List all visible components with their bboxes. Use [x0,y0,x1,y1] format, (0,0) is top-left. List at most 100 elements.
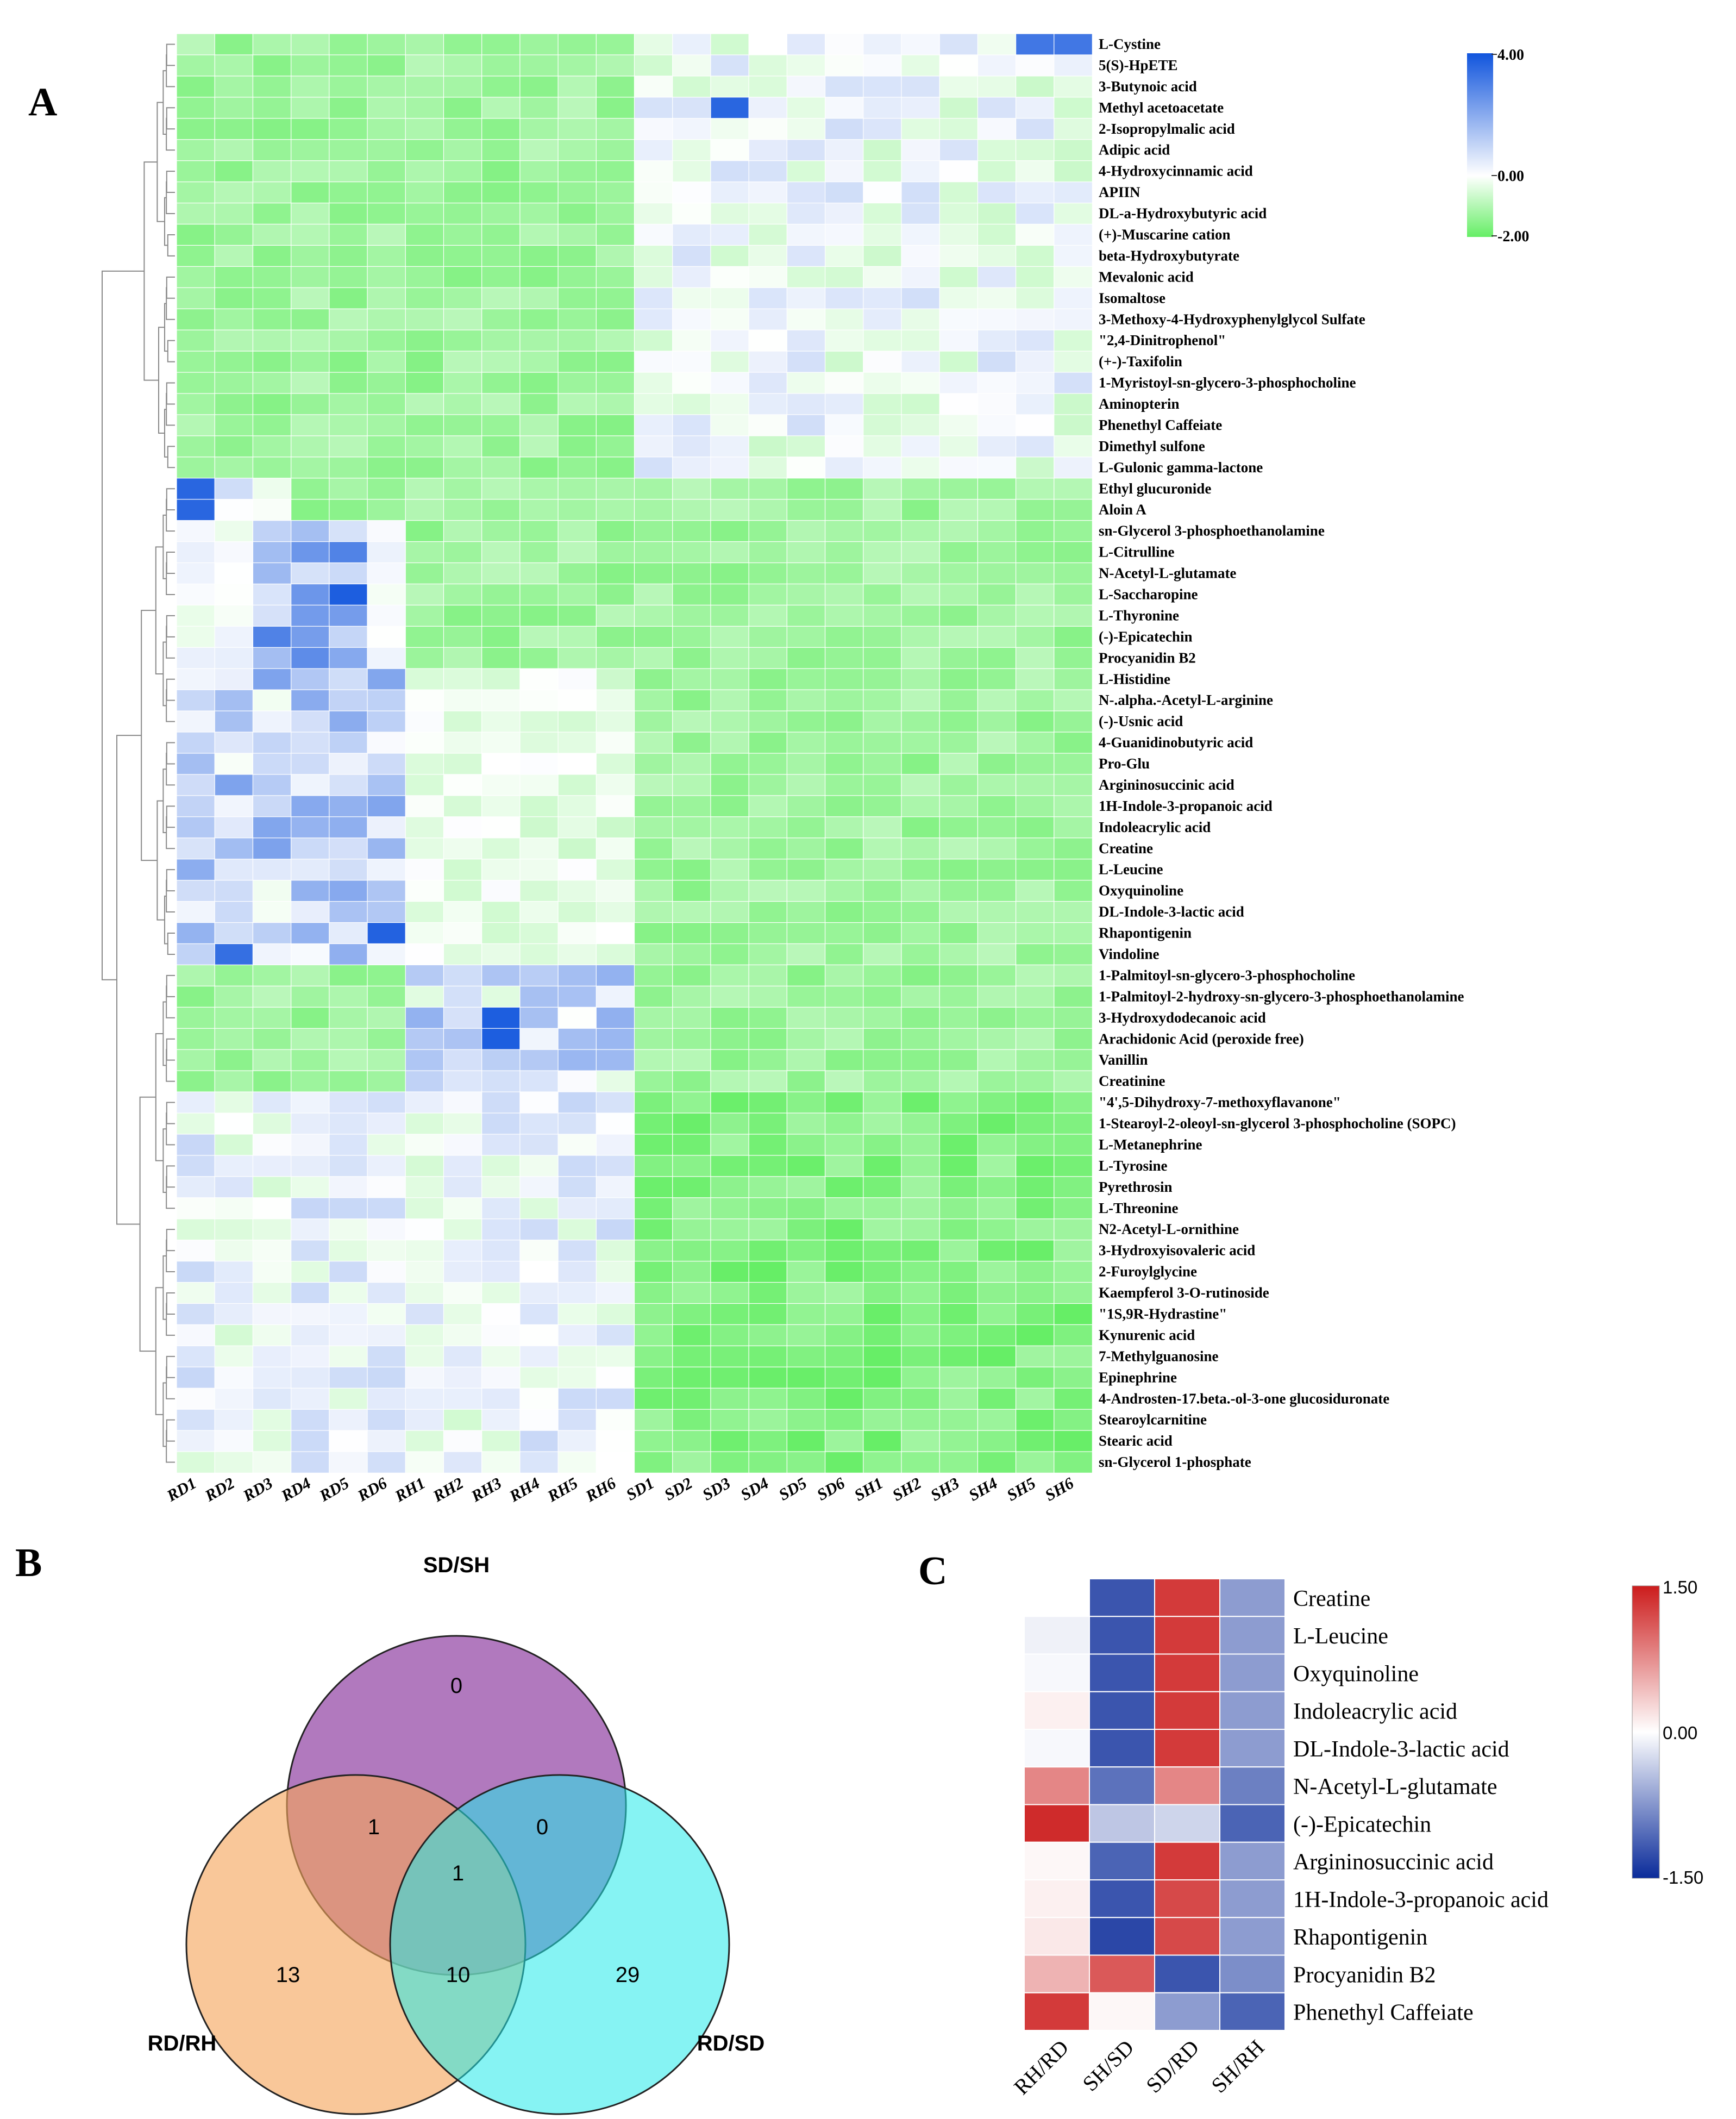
heatmap-a-cell [557,1387,597,1410]
heatmap-a-cell [672,1409,711,1432]
heatmap-a-cell [291,604,330,627]
heatmap-a-row-label: Pro-Glu [1099,755,1150,772]
heatmap-a-cell [977,372,1017,394]
heatmap-a-cell [748,604,788,627]
heatmap-a-cell [481,457,521,479]
heatmap-c-row-label: L-Leucine [1293,1624,1388,1649]
heatmap-c-cell [1154,1616,1220,1655]
heatmap-a-cell [863,985,902,1008]
heatmap-a-cell [672,54,711,77]
heatmap-a-cell [1015,1028,1055,1051]
heatmap-a-cell [596,1240,635,1262]
heatmap-a-column-label: SH6 [1042,1474,1077,1504]
heatmap-a-cell [786,181,826,204]
heatmap-a-cell [939,541,979,564]
heatmap-a-column-label: RH5 [544,1474,581,1505]
dendrogram-branch [166,1355,175,1378]
heatmap-a-cell [291,689,330,712]
heatmap-a-cell [1015,1387,1055,1410]
dendrogram-branch [166,974,175,997]
heatmap-a-cell [672,33,711,55]
heatmap-a-cell [672,1134,711,1156]
heatmap-a-cell [519,1303,559,1326]
heatmap-a-cell [672,901,711,923]
heatmap-a-cell [176,1007,216,1029]
heatmap-a-cell [710,351,750,373]
heatmap-a-cell [672,1218,711,1241]
heatmap-a-cell [291,1070,330,1093]
heatmap-a-cell [901,181,941,204]
heatmap-a-cell [901,816,941,839]
heatmap-a-cell [901,118,941,140]
heatmap-a-cell [405,1451,444,1474]
heatmap-a-cell [672,97,711,119]
heatmap-a-cell [443,1387,482,1410]
heatmap-c-legend-max: 1.50 [1663,1577,1697,1597]
heatmap-a-cell [634,1218,673,1241]
heatmap-a-cell [748,1366,788,1389]
heatmap-a-cell [1015,1303,1055,1326]
heatmap-a-cell [1015,689,1055,712]
heatmap-a-cell [252,181,292,204]
heatmap-c-cell [1219,1917,1286,1956]
heatmap-a-cell [443,245,482,267]
heatmap-a-cell [519,901,559,923]
heatmap-a-cell [252,880,292,902]
heatmap-a-cell [557,245,597,267]
heatmap-a-cell [291,922,330,945]
heatmap-a-column-label: SH3 [927,1474,962,1504]
heatmap-a-cell [748,245,788,267]
heatmap-a-cell [519,97,559,119]
heatmap-a-cell [176,245,216,267]
heatmap-a-cell [367,753,406,775]
heatmap-a-cell [329,859,368,881]
heatmap-a-cell [367,710,406,733]
heatmap-a-cell [481,223,521,246]
heatmap-a-cell [405,541,444,564]
heatmap-a-cell [1015,1282,1055,1304]
heatmap-a-cell [291,520,330,542]
heatmap-a-cell [252,922,292,945]
heatmap-a-cell [786,1028,826,1051]
heatmap-a-cell [901,1070,941,1093]
heatmap-a-cell [214,393,254,415]
heatmap-a-cell [634,647,673,670]
heatmap-a-column-label: SH4 [966,1474,1000,1504]
heatmap-a-cell [1054,837,1093,860]
heatmap-a-cell [1054,1091,1093,1114]
heatmap-a-cell [748,901,788,923]
heatmap-c-cell [1219,1841,1286,1880]
heatmap-a-cell [901,1409,941,1432]
heatmap-a-cell [329,753,368,775]
heatmap-a-cell [863,351,902,373]
heatmap-a-cell [634,1176,673,1198]
heatmap-a-cell [367,1451,406,1474]
heatmap-a-cell [405,33,444,55]
heatmap-a-cell [824,541,864,564]
heatmap-a-cell [824,393,864,415]
heatmap-a-cell [1015,372,1055,394]
heatmap-a-cell [901,372,941,394]
heatmap-a-cell [824,901,864,923]
heatmap-a-cell [863,626,902,648]
heatmap-a-cell [634,837,673,860]
heatmap-a-cell [443,457,482,479]
heatmap-a-cell [977,202,1017,225]
heatmap-a-cell [291,76,330,98]
heatmap-a-cell [405,372,444,394]
dendrogram-branch [166,869,175,892]
heatmap-a-legend-mid: 0.00 [1497,168,1524,185]
heatmap-a-cell [977,287,1017,310]
heatmap-a-cell [901,583,941,606]
heatmap-a-cell [557,943,597,966]
heatmap-a-cell [596,1387,635,1410]
heatmap-a-cell [901,668,941,691]
heatmap-c-cell [1089,1578,1155,1617]
heatmap-a-cell [786,414,826,436]
heatmap-a-cell [901,626,941,648]
heatmap-a-cell [176,647,216,670]
heatmap-a-cell [481,1155,521,1177]
heatmap-a-cell [481,160,521,183]
heatmap-a-cell [824,859,864,881]
heatmap-a-row-label: 7-Methylguanosine [1099,1348,1219,1364]
